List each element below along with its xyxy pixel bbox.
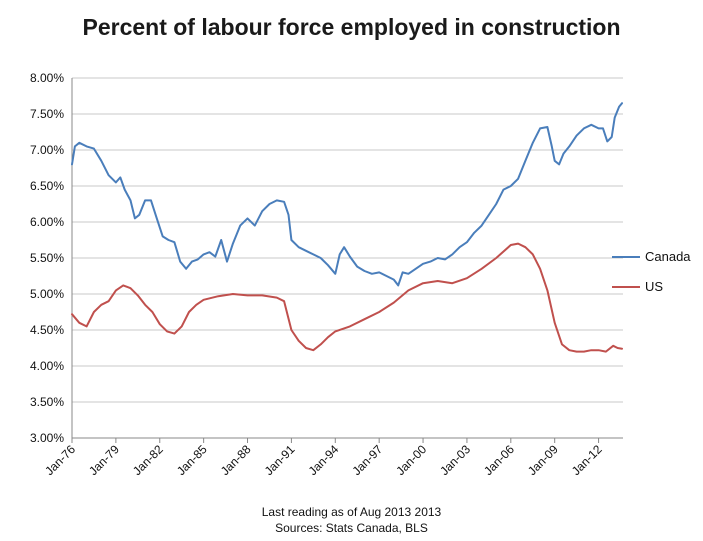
x-tick-label: Jan-94 bbox=[306, 442, 342, 478]
legend-swatch-us bbox=[612, 285, 640, 288]
series-line-us bbox=[71, 242, 623, 353]
y-tick-label: 3.00% bbox=[30, 431, 64, 445]
y-tick-label: 6.00% bbox=[30, 215, 64, 229]
x-tick-label: Jan-03 bbox=[437, 442, 473, 478]
y-tick-label: 4.50% bbox=[30, 323, 64, 337]
legend-label-us: US bbox=[645, 279, 664, 294]
x-tick-label: Jan-88 bbox=[218, 442, 254, 478]
y-tick-label: 8.00% bbox=[30, 71, 64, 85]
x-tick-label: Jan-79 bbox=[86, 442, 122, 478]
legend-item-canada: Canada bbox=[612, 249, 691, 264]
legend-item-us: US bbox=[612, 279, 663, 294]
x-tick-label: Jan-00 bbox=[393, 442, 429, 478]
x-tick-label: Jan-09 bbox=[525, 442, 561, 478]
series-line-canada bbox=[71, 102, 623, 287]
y-tick-label: 5.00% bbox=[30, 287, 64, 301]
y-tick-label: 7.50% bbox=[30, 107, 64, 121]
footnote-sources: Sources: Stats Canada, BLS bbox=[275, 521, 428, 535]
x-tick-label: Jan-91 bbox=[262, 442, 298, 478]
y-tick-label: 6.50% bbox=[30, 179, 64, 193]
x-tick-label: Jan-85 bbox=[174, 442, 210, 478]
y-tick-label: 5.50% bbox=[30, 251, 64, 265]
legend-swatch-canada bbox=[612, 255, 640, 258]
x-tick-label: Jan-06 bbox=[481, 442, 517, 478]
x-tick-label: Jan-82 bbox=[130, 442, 166, 478]
x-tick-label: Jan-12 bbox=[569, 442, 605, 478]
legend-label-canada: Canada bbox=[645, 249, 691, 264]
chart-title: Percent of labour force employed in cons… bbox=[82, 14, 621, 40]
y-tick-label: 3.50% bbox=[30, 395, 64, 409]
y-tick-label: 7.00% bbox=[30, 143, 64, 157]
footnote-last-reading: Last reading as of Aug 2013 2013 bbox=[261, 505, 442, 519]
y-tick-label: 4.00% bbox=[30, 359, 64, 373]
x-tick-label: Jan-97 bbox=[349, 442, 385, 478]
x-tick-label: Jan-76 bbox=[42, 442, 78, 478]
